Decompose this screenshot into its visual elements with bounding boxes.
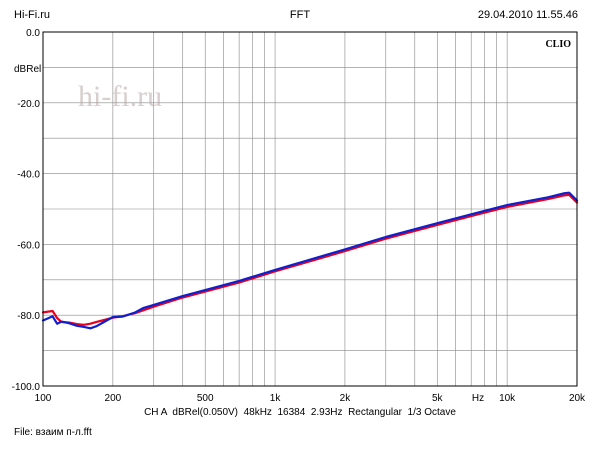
measurement-settings: CH A dBRel(0.050V) 48kHz 16384 2.93Hz Re… bbox=[144, 407, 456, 418]
y-tick-label: 0.0 bbox=[26, 28, 40, 39]
brand-label: CLIO bbox=[545, 39, 571, 50]
x-axis-label: Hz bbox=[472, 393, 484, 404]
header-timestamp: 29.04.2010 11.55.46 bbox=[477, 9, 578, 21]
y-tick-label: -20.0 bbox=[17, 99, 40, 110]
y-tick-label: -60.0 bbox=[17, 240, 40, 251]
x-tick-label: 5k bbox=[432, 393, 444, 404]
x-axis: 100 200 500 1k 2k 5k 10k 20k bbox=[35, 393, 586, 404]
chart-grid bbox=[43, 32, 577, 386]
y-tick-label: -80.0 bbox=[17, 311, 40, 322]
x-tick-label: 500 bbox=[197, 393, 214, 404]
header-title: FFT bbox=[289, 9, 311, 21]
x-tick-label: 200 bbox=[105, 393, 122, 404]
x-tick-label: 20k bbox=[569, 393, 586, 404]
y-tick-label: -40.0 bbox=[17, 170, 40, 181]
x-tick-label: 10k bbox=[499, 393, 516, 404]
plot-frame bbox=[42, 31, 578, 387]
y-tick-label: -100.0 bbox=[12, 382, 41, 393]
file-name: File: взаим п-л.fft bbox=[14, 427, 92, 438]
watermark: hi-fi.ru bbox=[78, 80, 162, 113]
y-axis: 0.0 -20.0 -40.0 -60.0 -80.0 -100.0 bbox=[12, 28, 41, 393]
x-tick-label: 1k bbox=[270, 393, 282, 404]
y-axis-label: dBRel bbox=[14, 64, 41, 75]
chart-series bbox=[41, 191, 579, 330]
x-tick-label: 2k bbox=[340, 393, 352, 404]
header-source: Hi-Fi.ru bbox=[14, 9, 51, 21]
x-tick-label: 100 bbox=[35, 393, 52, 404]
series-line-blue bbox=[41, 191, 579, 330]
series-line-red bbox=[41, 193, 579, 326]
